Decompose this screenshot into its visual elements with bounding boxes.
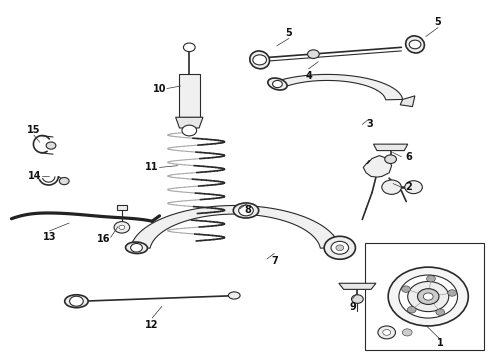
Polygon shape [373,144,408,150]
Circle shape [183,43,195,51]
Text: 5: 5 [435,17,441,27]
Ellipse shape [125,242,147,253]
Circle shape [308,50,319,58]
Text: 8: 8 [244,206,251,216]
Text: 16: 16 [97,234,110,244]
Circle shape [388,267,468,326]
Circle shape [382,180,401,194]
Polygon shape [175,117,203,128]
Circle shape [423,293,433,300]
Circle shape [407,306,416,313]
Text: 13: 13 [43,232,56,242]
Text: 11: 11 [146,162,159,172]
Bar [178,74,200,117]
Text: 12: 12 [146,320,159,330]
Circle shape [119,225,125,229]
Circle shape [239,205,253,216]
Bar [117,205,127,211]
Bar [365,243,485,350]
Circle shape [378,326,395,339]
Text: 2: 2 [405,182,412,192]
Text: 1: 1 [437,338,444,348]
Circle shape [182,125,196,136]
Circle shape [385,155,396,163]
Ellipse shape [250,51,270,69]
Polygon shape [363,156,392,177]
Circle shape [405,181,422,194]
Circle shape [402,286,411,292]
Ellipse shape [65,295,88,308]
Circle shape [331,241,348,254]
Circle shape [448,290,457,296]
Circle shape [253,55,267,65]
Circle shape [70,296,83,306]
Circle shape [408,282,449,312]
Circle shape [336,245,343,251]
Polygon shape [339,283,376,289]
Circle shape [402,329,412,336]
Text: 5: 5 [286,28,293,38]
Text: 10: 10 [153,84,166,94]
Circle shape [427,275,436,282]
Circle shape [409,40,421,49]
Text: 14: 14 [28,171,42,181]
Circle shape [436,309,444,315]
Circle shape [399,275,458,318]
Text: 15: 15 [27,125,41,135]
Circle shape [272,80,282,87]
Circle shape [417,289,439,305]
Polygon shape [400,96,415,107]
Text: 6: 6 [405,152,412,162]
Ellipse shape [406,36,424,53]
Text: 9: 9 [349,302,356,312]
Ellipse shape [268,78,287,90]
Circle shape [131,243,143,252]
Circle shape [59,177,69,185]
Circle shape [46,142,56,149]
Text: 3: 3 [366,120,373,129]
Polygon shape [273,75,403,100]
Ellipse shape [228,292,240,299]
Text: 7: 7 [271,256,278,266]
Polygon shape [131,206,340,248]
Circle shape [114,222,130,233]
Text: 4: 4 [305,71,312,81]
Ellipse shape [233,203,259,218]
Circle shape [351,295,363,303]
Circle shape [324,236,355,259]
Circle shape [383,329,391,335]
